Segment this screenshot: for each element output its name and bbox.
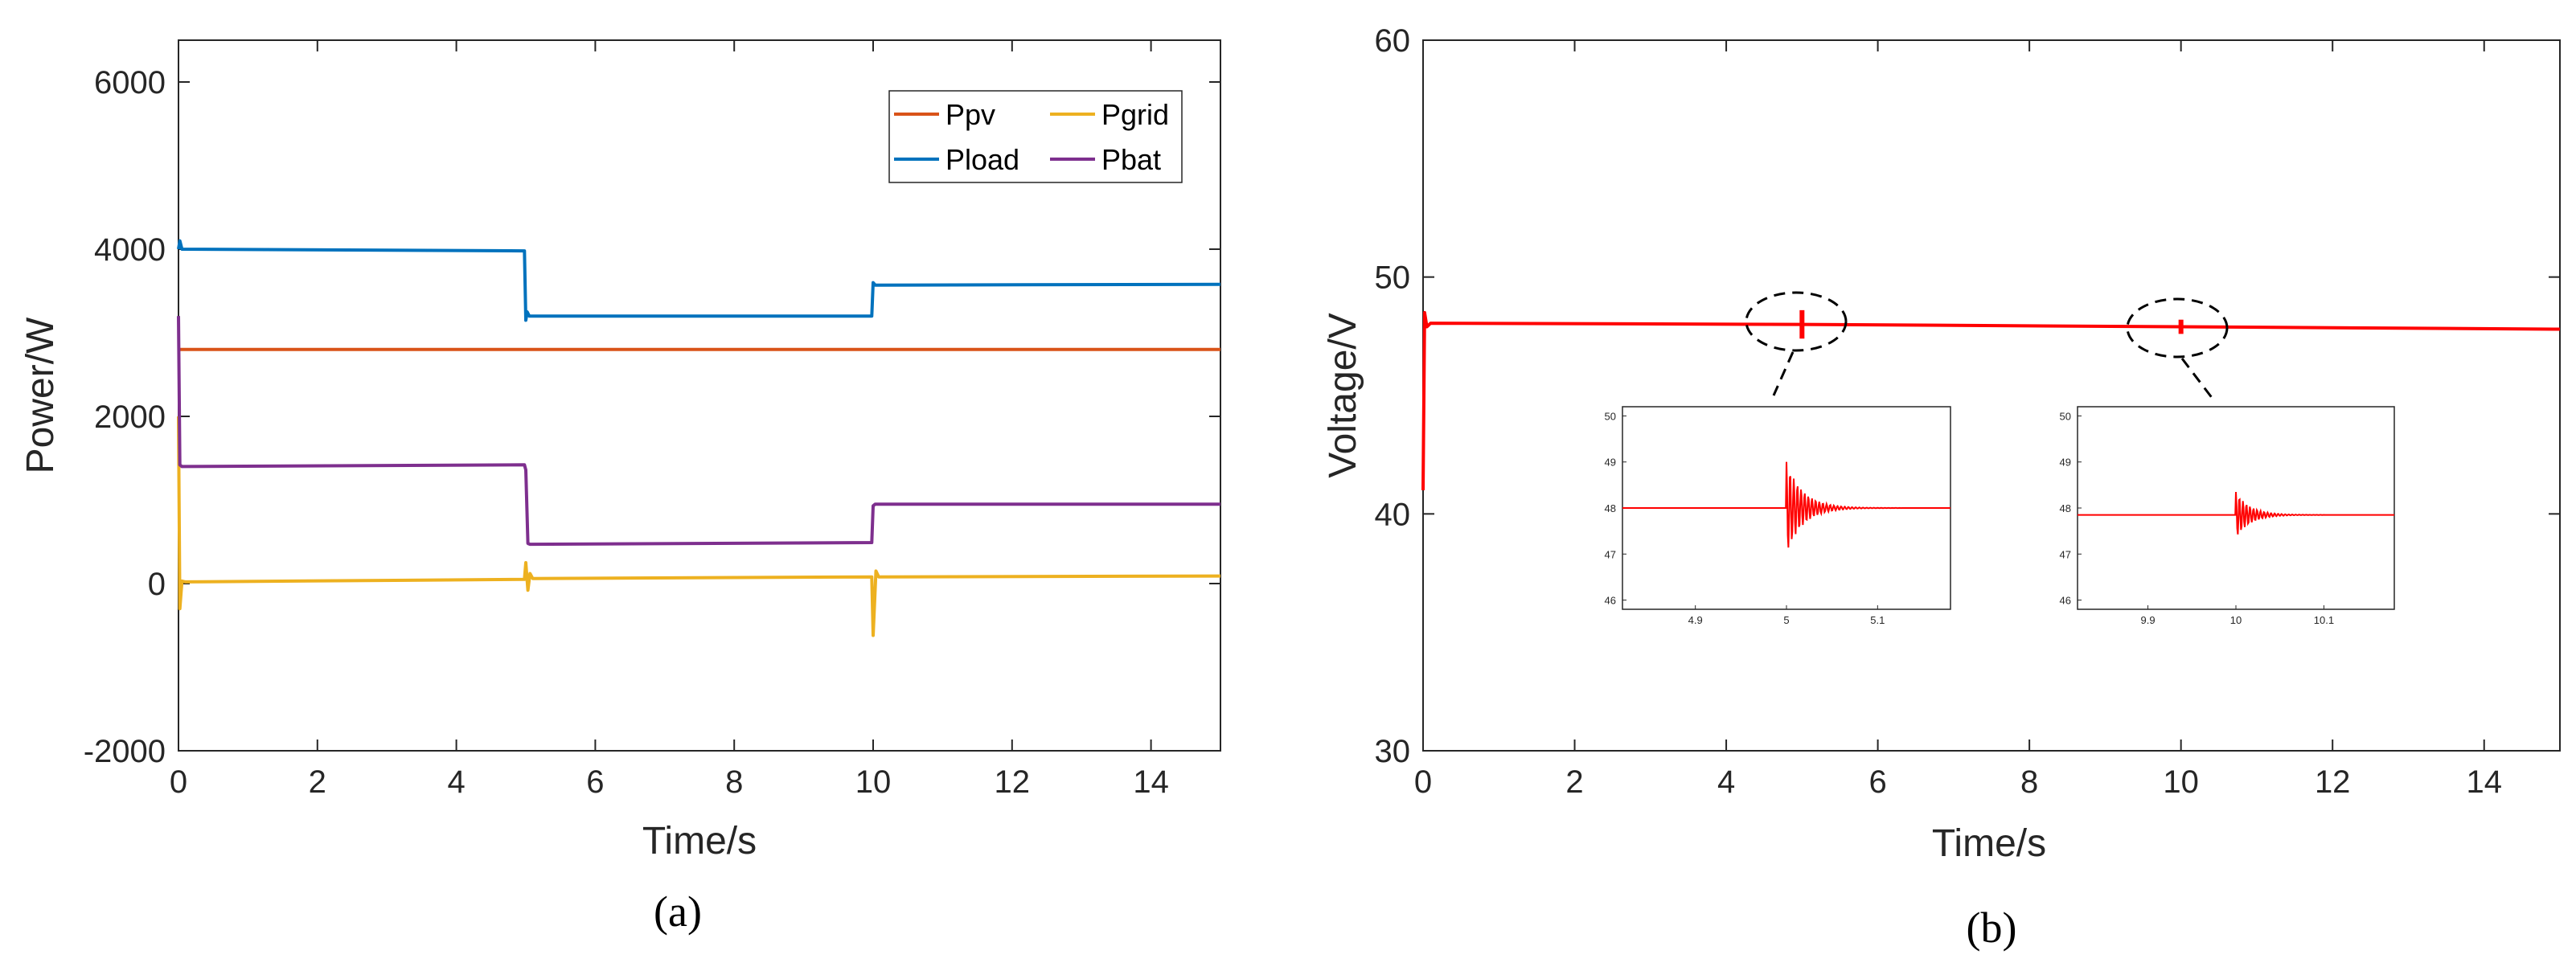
inset-x-tick-label: 9.9 — [2141, 614, 2156, 626]
inset-x-tick-label: 4.9 — [1688, 614, 1703, 626]
inset-x-tick-label: 10 — [2230, 614, 2242, 626]
y-tick-label: 0 — [148, 567, 166, 602]
inset-y-tick-label: 47 — [1605, 548, 1616, 560]
series-line-pload — [177, 239, 1221, 322]
x-tick-label: 10 — [2163, 764, 2199, 800]
x-tick-label: 6 — [1868, 764, 1886, 800]
legend-label-ppv: Ppv — [945, 98, 995, 131]
x-tick-label: 10 — [855, 764, 892, 800]
x-tick-label: 4 — [1717, 764, 1735, 800]
inset-series-line — [2078, 491, 2394, 535]
series-group-b — [1421, 309, 2561, 490]
x-axis-label-a: Time/s — [642, 820, 757, 862]
inset-zoom-5s: 4.9 5 5.1 46 47 48 49 50 — [1605, 406, 1951, 626]
inset-x-tick-label: 10.1 — [2314, 614, 2334, 626]
y-tick-label: 6000 — [94, 65, 166, 100]
caption-b: (b) — [1967, 903, 2017, 952]
x-tick-label: 6 — [586, 764, 604, 800]
zoom-ellipse-2 — [2126, 297, 2229, 358]
x-tick-label: 12 — [2315, 764, 2351, 800]
zoom-connector-1 — [1772, 351, 1795, 396]
y-tick-label: 40 — [1375, 497, 1411, 532]
x-tick-label: 8 — [725, 764, 743, 800]
inset-y-tick-label: 50 — [1605, 410, 1616, 422]
inset-y-tick-label: 47 — [2060, 548, 2071, 560]
x-tick-label: 4 — [447, 764, 465, 800]
x-tick-label: 14 — [1133, 764, 1169, 800]
legend-box — [888, 90, 1183, 183]
x-tick-label: 0 — [1414, 764, 1432, 800]
inset-series-line — [1622, 461, 1950, 548]
y-tick-label: 4000 — [94, 232, 166, 268]
inset-y-tick-label: 49 — [2060, 457, 2071, 469]
series-group-a — [177, 239, 1221, 637]
inset-x-tick-label: 5 — [1783, 614, 1789, 626]
legend-label-pload: Pload — [945, 143, 1019, 176]
plot-area-b — [1422, 39, 2561, 752]
x-axis-label-b: Time/s — [1932, 822, 2046, 865]
x-tick-label: 2 — [1565, 764, 1583, 800]
y-tick-label: 60 — [1375, 23, 1411, 59]
inset-y-tick-label: 46 — [1605, 595, 1616, 607]
x-tick-label: 14 — [2466, 764, 2502, 800]
inset-zoom-10s: 9.9 10 10.1 46 47 48 49 50 — [2060, 406, 2395, 626]
x-tick-label: 8 — [2020, 764, 2038, 800]
series-line-pgrid — [177, 416, 1221, 637]
y-tick-label: 50 — [1375, 260, 1411, 296]
inset-y-tick-label: 48 — [1605, 502, 1616, 514]
inset-y-tick-label: 46 — [2060, 595, 2071, 607]
x-tick-label: 2 — [309, 764, 326, 800]
x-tick-label: 12 — [995, 764, 1031, 800]
y-tick-label: 2000 — [94, 399, 166, 435]
legend-label-pbat: Pbat — [1101, 143, 1161, 176]
zoom-connector-2 — [2180, 358, 2214, 399]
legend-a: Ppv Pgrid Pload Pbat — [888, 90, 1183, 183]
caption-a: (a) — [654, 887, 702, 936]
inset-y-tick-label: 48 — [2060, 502, 2071, 514]
inset-y-tick-label: 49 — [1605, 457, 1616, 469]
x-tick-label: 0 — [170, 764, 187, 800]
zoom-ellipse-1 — [1745, 291, 1848, 352]
y-tick-label: 30 — [1375, 734, 1411, 769]
y-tick-label: -2000 — [84, 734, 166, 769]
inset-x-tick-label: 5.1 — [1870, 614, 1885, 626]
legend-label-pgrid: Pgrid — [1101, 98, 1169, 131]
y-axis-label-a: Power/W — [19, 317, 62, 473]
inset-y-tick-label: 50 — [2060, 410, 2071, 422]
series-line-pbat — [177, 316, 1220, 547]
y-axis-label-b: Voltage/V — [1322, 313, 1364, 478]
